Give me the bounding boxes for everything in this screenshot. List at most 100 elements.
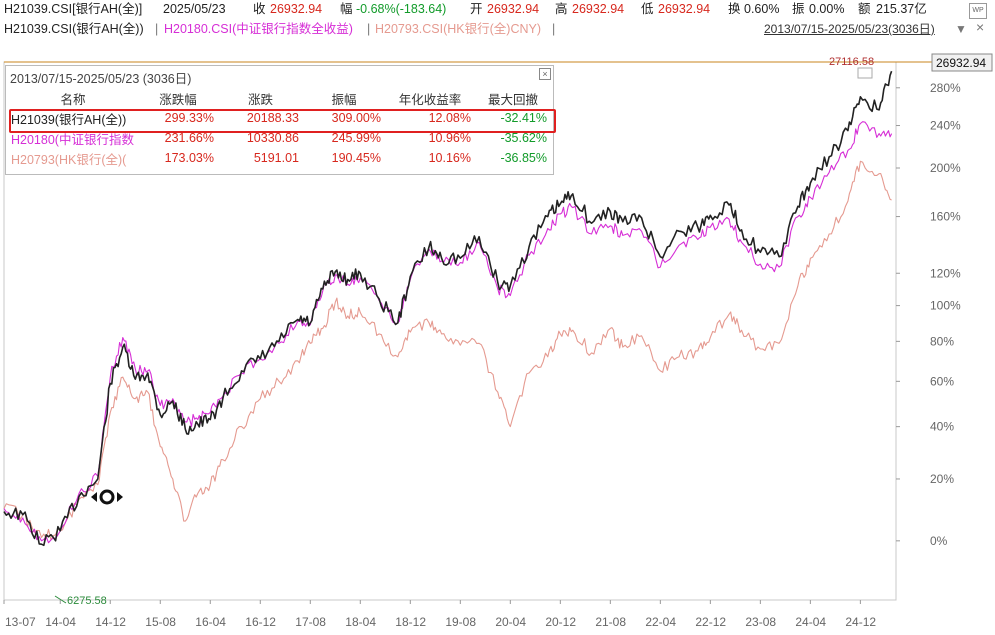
index-code: H21039.CSI[银行AH(全)] — [4, 2, 143, 16]
date-range-selector[interactable]: 2013/07/15-2025/05/23(3036日) — [764, 22, 935, 36]
table-row[interactable]: H20793(HK银行(全)( 173.03% 5191.01 190.45% … — [8, 148, 551, 168]
x-tick-label: 16-04 — [195, 615, 226, 629]
stats-table: 名称 涨跌幅 涨跌 振幅 年化收益率 最大回撤 H21039(银行AH(全)) … — [8, 88, 551, 168]
x-tick-label: 21-08 — [595, 615, 626, 629]
arrow-left-icon — [91, 492, 97, 502]
x-tick-label: 19-08 — [445, 615, 476, 629]
row-amplitude: 309.00% — [331, 111, 381, 125]
change-value: -0.68%(-183.64) — [356, 2, 447, 16]
x-tick-label: 14-04 — [45, 615, 76, 629]
min-marker — [54, 595, 67, 604]
wp-logo-icon[interactable]: WP — [969, 3, 987, 19]
turnover-label: 换 — [728, 2, 741, 16]
y-tick-label: 120% — [930, 266, 961, 280]
amplitude-label: 振 — [792, 2, 805, 16]
row-name: H20793(HK银行(全)( — [11, 152, 127, 167]
min-label: 6275.58 — [67, 595, 107, 607]
x-tick-label: 14-12 — [95, 615, 126, 629]
quote-header: H21039.CSI[银行AH(全)] 2025/05/23 收 26932.9… — [0, 0, 995, 19]
high-value: 26932.94 — [572, 2, 625, 16]
change-label: 幅 — [340, 2, 353, 16]
high-label: 高 — [555, 2, 568, 16]
low-label: 低 — [641, 2, 654, 16]
col-header-amplitude: 振幅 — [331, 92, 357, 107]
legend-separator-3: | — [552, 22, 556, 36]
row-change-pct: 231.66% — [164, 131, 214, 145]
y-tick-label: 100% — [930, 299, 961, 313]
row-change-pct: 299.33% — [164, 111, 214, 125]
x-tick-label: 18-12 — [395, 615, 426, 629]
x-tick-label: 22-12 — [695, 615, 726, 629]
row-name: H21039(银行AH(全)) — [11, 112, 127, 127]
x-tick-label: 22-04 — [645, 615, 676, 629]
x-tick-label: 24-12 — [845, 615, 876, 629]
chevron-down-icon[interactable]: ▼ — [955, 22, 967, 36]
legend-series-2[interactable]: H20180.CSI(中证银行指数全收益) — [164, 22, 353, 36]
row-change: 20188.33 — [246, 111, 299, 125]
row-max-drawdown: -32.41% — [500, 111, 547, 125]
close-label: 收 — [253, 2, 266, 16]
col-header-name: 名称 — [60, 92, 86, 107]
legend-separator-2: | — [367, 22, 371, 36]
last-value-label: 26932.94 — [936, 56, 986, 70]
x-tick-label: 17-08 — [295, 615, 326, 629]
row-name: H20180(中证银行指数 — [11, 132, 134, 147]
x-tick-label: 16-12 — [245, 615, 276, 629]
y-tick-label: 200% — [930, 161, 961, 175]
y-tick-label: 40% — [930, 420, 954, 434]
highlight-box — [9, 109, 556, 133]
open-value: 26932.94 — [487, 2, 540, 16]
table-row[interactable]: H20180(中证银行指数 231.66% 10330.86 245.99% 1… — [8, 128, 551, 148]
row-annual-return: 12.08% — [428, 111, 471, 125]
row-change: 10330.86 — [246, 131, 299, 145]
y-tick-label: 80% — [930, 334, 954, 348]
x-tick-label: 15-08 — [145, 615, 176, 629]
y-tick-label: 240% — [930, 119, 961, 133]
legend-series-3[interactable]: H20793.CSI(HK银行(全)CNY) — [375, 22, 542, 36]
x-tick-label: 24-04 — [795, 615, 826, 629]
series-line — [3, 160, 892, 541]
row-amplitude: 245.99% — [331, 131, 381, 145]
turnover-value: 0.60% — [744, 2, 780, 16]
max-label: 27116.58 — [829, 56, 874, 68]
amplitude-value: 0.00% — [809, 2, 845, 16]
x-tick-label: 13-07 — [5, 615, 36, 629]
col-header-max-drawdown: 最大回撤 — [487, 92, 538, 107]
panel-close-icon[interactable]: × — [539, 68, 551, 80]
row-max-drawdown: -35.62% — [500, 131, 547, 145]
row-annual-return: 10.96% — [428, 131, 471, 145]
quote-date: 2025/05/23 — [163, 2, 226, 16]
row-change-pct: 173.03% — [164, 151, 214, 165]
y-tick-label: 160% — [930, 210, 961, 224]
series-line — [3, 70, 893, 547]
stats-panel-title: 2013/07/15-2025/05/23 (3036日) — [10, 72, 192, 86]
y-tick-label: 60% — [930, 374, 954, 388]
amount-label: 额 — [858, 2, 871, 16]
drag-handle-icon — [99, 489, 115, 505]
table-row[interactable]: H21039(银行AH(全)) 299.33% 20188.33 309.00%… — [8, 108, 551, 128]
x-tick-label: 20-12 — [545, 615, 576, 629]
max-marker — [857, 67, 873, 79]
y-tick-label: 20% — [930, 472, 954, 486]
legend-series-1[interactable]: H21039.CSI(银行AH(全)) — [4, 22, 144, 36]
interval-stats-panel[interactable]: 2013/07/15-2025/05/23 (3036日) × 名称 涨跌幅 涨… — [5, 65, 556, 175]
series-legend: H21039.CSI(银行AH(全)) | H20180.CSI(中证银行指数全… — [0, 20, 995, 39]
amount-value: 215.37亿 — [876, 2, 927, 16]
row-amplitude: 190.45% — [331, 151, 381, 165]
arrow-right-icon — [117, 492, 123, 502]
legend-separator-1: | — [155, 22, 159, 36]
col-header-change-pct: 涨跌幅 — [159, 92, 197, 107]
row-annual-return: 10.16% — [428, 151, 471, 165]
series-line — [3, 121, 893, 544]
x-tick-label: 20-04 — [495, 615, 526, 629]
close-icon[interactable]: × — [976, 19, 985, 35]
close-value: 26932.94 — [270, 2, 323, 16]
y-tick-label: 0% — [930, 534, 948, 548]
col-header-change: 涨跌 — [247, 92, 273, 107]
row-change: 5191.01 — [253, 151, 299, 165]
x-tick-label: 23-08 — [745, 615, 776, 629]
row-max-drawdown: -36.85% — [500, 151, 547, 165]
low-value: 26932.94 — [658, 2, 711, 16]
last-value-box — [931, 53, 993, 72]
